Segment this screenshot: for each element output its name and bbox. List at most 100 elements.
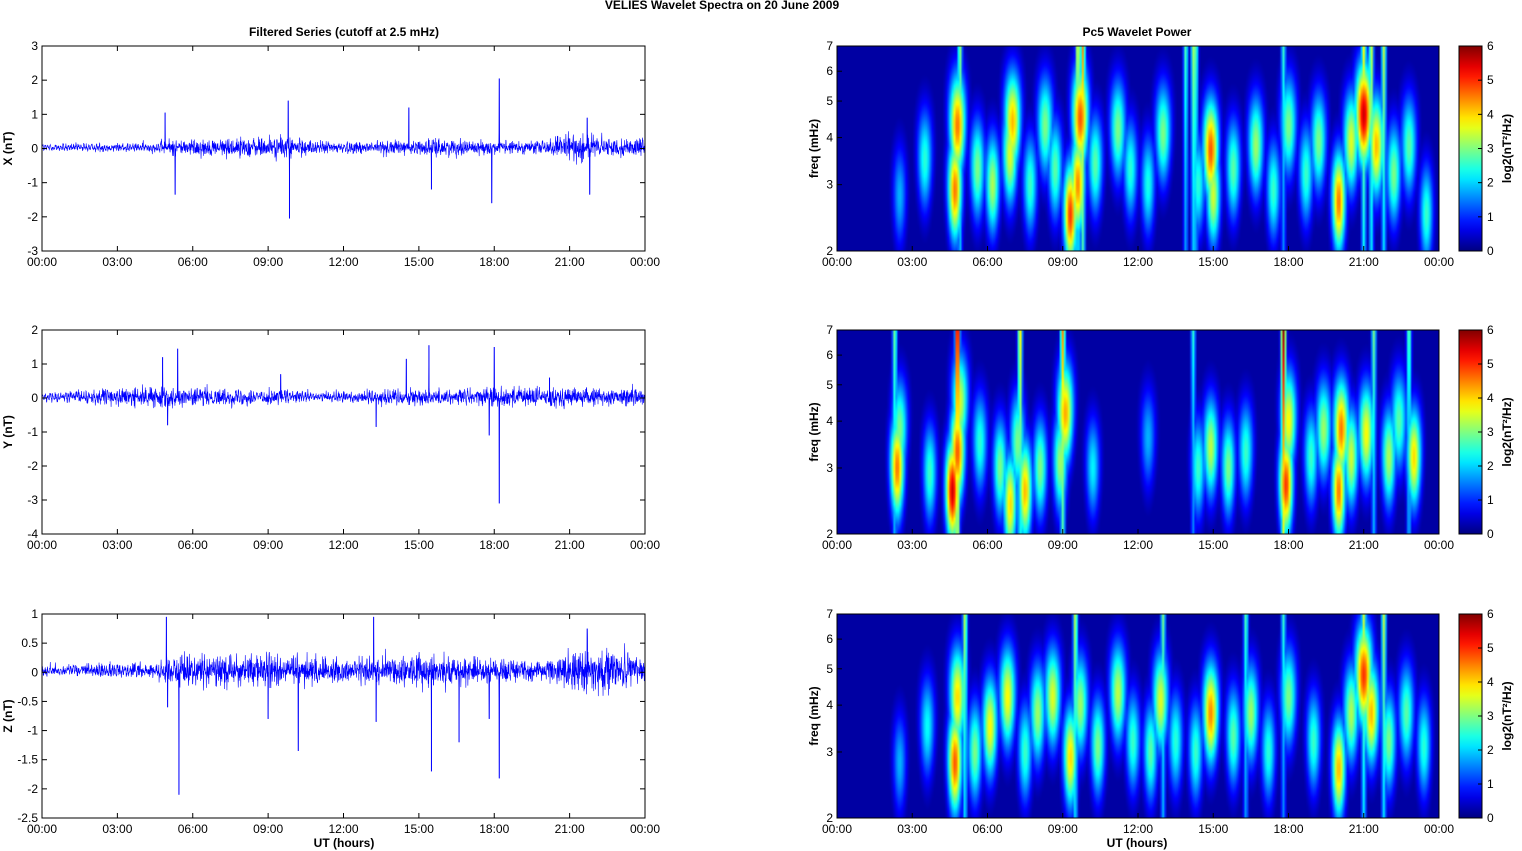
xtick-label: 03:00: [897, 538, 927, 552]
timeseries-panel-y: -4 -3 -2 -1 0 1 2 00:00 03:00 06:00 09:00 12:00 15:0…: [1, 323, 660, 552]
xtick-label: 09:00: [253, 538, 283, 552]
ytick-label: -3: [27, 493, 38, 507]
ylabel-z: Z (nT): [1, 699, 15, 732]
xtick-label: 18:00: [479, 255, 509, 269]
ylabel-x: X (nT): [1, 132, 15, 166]
xtick-label: 12:00: [1123, 255, 1153, 269]
plot-area: [42, 330, 645, 534]
right-xlabel: UT (hours): [1107, 836, 1168, 850]
xtick-label: 15:00: [1198, 255, 1228, 269]
xtick-label: 09:00: [253, 255, 283, 269]
xtick-label: 06:00: [972, 255, 1002, 269]
colorbar: 0 1 2 3 4 5 6 log2(nT²/Hz): [1458, 323, 1514, 541]
ytick-label: 1: [31, 107, 38, 121]
colorbar-tick-label: 2: [1487, 743, 1494, 757]
colorbar-tick-label: 4: [1487, 391, 1494, 405]
xtick-label: 15:00: [404, 822, 434, 836]
xtick-label: 03:00: [102, 822, 132, 836]
xtick-label: 21:00: [1349, 538, 1379, 552]
trace-line-z: [41, 616, 646, 795]
ytick-label: -1: [27, 724, 38, 738]
xtick-label: 00:00: [822, 255, 852, 269]
xtick-label: 06:00: [178, 538, 208, 552]
xtick-label: 18:00: [1273, 822, 1303, 836]
ytick-label: 2: [31, 73, 38, 87]
xtick-label: 21:00: [555, 822, 585, 836]
xtick-label: 00:00: [27, 822, 57, 836]
ytick-label: 1: [31, 357, 38, 371]
wavelet-power-image: [837, 46, 1439, 251]
ytick-label: -1: [27, 176, 38, 190]
colorbar-tick-label: 4: [1487, 675, 1494, 689]
ytick-label: 3: [826, 745, 833, 759]
ytick-label: -0.5: [17, 694, 38, 708]
colorbar-tick-label: 0: [1487, 811, 1494, 825]
colorbar-label: log2(nT²/Hz): [1500, 681, 1514, 750]
xtick-label: 03:00: [102, 255, 132, 269]
colorbar-tick-label: 0: [1487, 527, 1494, 541]
xtick-label: 00:00: [1424, 822, 1454, 836]
xtick-label: 15:00: [1198, 822, 1228, 836]
ytick-label: 5: [826, 378, 833, 392]
ytick-label: 2: [826, 811, 833, 825]
xtick-label: 09:00: [253, 822, 283, 836]
xtick-label: 03:00: [897, 255, 927, 269]
xtick-label: 09:00: [1048, 255, 1078, 269]
xtick-label: 18:00: [1273, 255, 1303, 269]
xtick-label: 15:00: [1198, 538, 1228, 552]
colorbar-tick-label: 5: [1487, 73, 1494, 87]
timeseries-panel-x: -3 -2 -1 0 1 2 3 00:00 03:00 06:00 09:00 12:00 15:00…: [1, 39, 660, 269]
ylabel-freq: freq (mHz): [807, 686, 821, 745]
ytick-label: -2: [27, 459, 38, 473]
ytick-label: 7: [826, 607, 833, 621]
colorbar-tick-label: 2: [1487, 459, 1494, 473]
xtick-label: 21:00: [555, 255, 585, 269]
ytick-label: -1.5: [17, 753, 38, 767]
xtick-label: 06:00: [972, 822, 1002, 836]
ytick-label: -3: [27, 244, 38, 258]
colorbar-tick-label: 6: [1487, 39, 1494, 53]
xtick-label: 15:00: [404, 255, 434, 269]
ytick-label: 3: [826, 178, 833, 192]
ytick-label: 0: [31, 665, 38, 679]
colorbar-tick-label: 4: [1487, 107, 1494, 121]
ytick-label: 2: [826, 244, 833, 258]
colorbar-label: log2(nT²/Hz): [1500, 114, 1514, 183]
colorbar-tick-label: 6: [1487, 607, 1494, 621]
ytick-label: -2.5: [17, 811, 38, 825]
ytick-label: 6: [826, 632, 833, 646]
xtick-label: 09:00: [1048, 538, 1078, 552]
wavelet-panel-z: 2 3 4 5 6 7 00:00 03:00 06:00 09:00 12:00 15:00 18:0…: [807, 607, 1514, 836]
colorbar-tick-label: 0: [1487, 244, 1494, 258]
ytick-label: -2: [27, 782, 38, 796]
xtick-label: 00:00: [630, 538, 660, 552]
ytick-label: 2: [31, 323, 38, 337]
trace-line-x: [41, 78, 646, 219]
timeseries-panel-z: -2.5 -2 -1.5 -1 -0.5 0 0.5 1 00:00 03:00 06:00 09:0…: [1, 607, 660, 836]
ylabel-freq: freq (mHz): [807, 119, 821, 178]
colorbar-label: log2(nT²/Hz): [1500, 397, 1514, 466]
colorbar: 0 1 2 3 4 5 6 log2(nT²/Hz): [1458, 607, 1514, 825]
wavelet-panel-y: 2 3 4 5 6 7 00:00 03:00 06:00 09:00 12:00 15:00 18:0…: [807, 323, 1514, 552]
xtick-label: 21:00: [555, 538, 585, 552]
xtick-label: 15:00: [404, 538, 434, 552]
left-xlabel: UT (hours): [314, 836, 375, 850]
colorbar-tick-label: 3: [1487, 142, 1494, 156]
ytick-label: 3: [31, 39, 38, 53]
ytick-label: 5: [826, 662, 833, 676]
ytick-label: 4: [826, 131, 833, 145]
colorbar-tick-label: 1: [1487, 493, 1494, 507]
ytick-label: 6: [826, 348, 833, 362]
xtick-label: 06:00: [178, 255, 208, 269]
xtick-label: 00:00: [1424, 255, 1454, 269]
xtick-label: 21:00: [1349, 255, 1379, 269]
wavelet-power-image: [837, 330, 1439, 534]
xtick-label: 12:00: [328, 822, 358, 836]
ytick-label: 1: [31, 607, 38, 621]
left-column-title: Filtered Series (cutoff at 2.5 mHz): [249, 25, 439, 39]
ytick-label: 7: [826, 323, 833, 337]
xtick-label: 00:00: [630, 255, 660, 269]
xtick-label: 12:00: [328, 255, 358, 269]
xtick-label: 06:00: [178, 822, 208, 836]
